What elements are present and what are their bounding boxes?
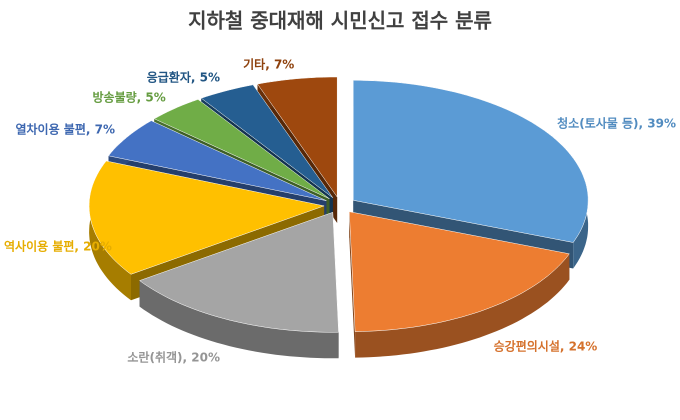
slice (153, 99, 330, 200)
slice-wall (139, 280, 339, 359)
data-label: 응급환자, 5% (147, 70, 220, 85)
pie (88, 76, 589, 359)
slice-side (349, 211, 356, 358)
data-label: 승강편의시설, 24% (494, 338, 598, 353)
slice (349, 211, 570, 332)
slice (352, 80, 589, 243)
slice (88, 160, 326, 275)
data-label: 청소(토사물 등), 39% (557, 116, 676, 131)
slice (139, 211, 339, 333)
data-label: 소란(취객), 20% (127, 349, 220, 364)
slice (108, 120, 327, 201)
data-label: 역사이용 불편, 20% (4, 238, 112, 253)
data-label: 방송불량, 5% (93, 89, 166, 104)
data-label: 열차이용 불편, 7% (15, 121, 115, 136)
slice-wall (355, 253, 570, 358)
data-label: 기타, 7% (243, 56, 294, 71)
slice (200, 84, 334, 198)
chart-title: 지하철 중대재해 시민신고 접수 분류 (188, 9, 492, 33)
slice (257, 76, 338, 198)
